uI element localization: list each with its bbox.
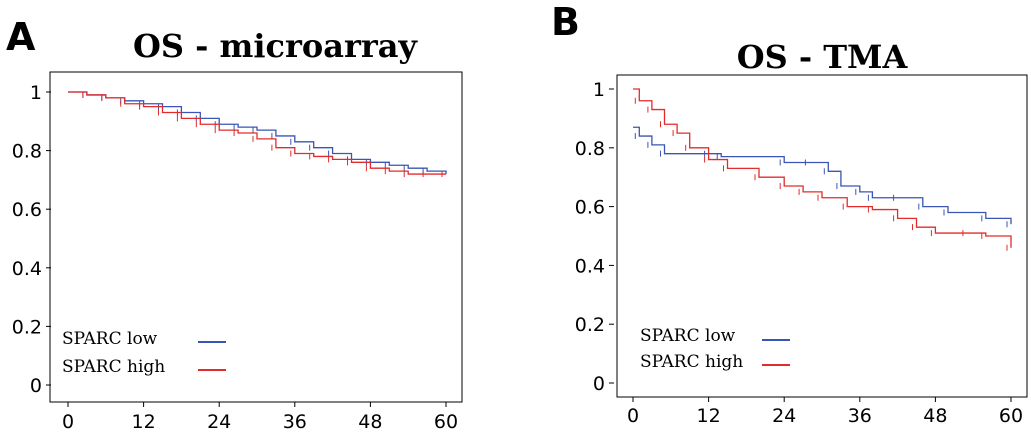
plot-area-b: 0 12 24 36 48 60 0 0.2 0.4 0.6 0.8 1 [575, 79, 1023, 427]
survival-curve-high-a [68, 91, 446, 175]
panel-a: A OS - microarray 0 12 24 36 48 6000.20.40.60… [6, 15, 463, 433]
y-tick-label-a: 0.6 [12, 199, 42, 221]
x-tick-label-a: 12 [132, 411, 156, 433]
chart-title-a: OS - microarray [133, 27, 418, 65]
legend-label-high-a: SPARC high [62, 357, 165, 377]
x-tick-label-b: 12 [697, 405, 721, 427]
panel-b: B OS - TMA 0 12 24 36 48 60 0 0.2 0.4 0.6 0.8 1 SPA… [551, 0, 1028, 427]
x-tick-label-a: 24 [207, 411, 231, 433]
chart-title-b: OS - TMA [737, 38, 909, 76]
y-tick-label-b: 0.6 [575, 197, 605, 219]
x-tick-label-b: 48 [923, 405, 947, 427]
legend-label-low-a: SPARC low [62, 329, 158, 349]
plot-area-a: 0 12 24 36 48 60 0 0.2 0.4 0.6 0.8 1 [12, 82, 458, 433]
panel-letter-a: A [6, 15, 36, 59]
legend-a: SPARC low SPARC high [62, 329, 226, 377]
x-tick-label-b: 60 [999, 405, 1023, 427]
y-tick-label-b: 0.4 [575, 255, 605, 277]
x-tick-label-a: 48 [358, 411, 382, 433]
legend-label-high-b: SPARC high [640, 352, 743, 372]
survival-curve-low-b [633, 126, 1012, 225]
plot-frame-b [616, 74, 1028, 398]
y-tick-label-a: 0 [30, 375, 42, 397]
y-tick-label-a: 1 [30, 82, 42, 104]
y-tick-label-b: 0 [593, 373, 605, 395]
y-tick-label-a: 0.2 [12, 316, 42, 338]
plot-frame-a [49, 71, 463, 403]
legend-b: SPARC low SPARC high [640, 326, 790, 372]
y-tick-label-b: 0.2 [575, 314, 605, 336]
y-tick-label-a: 0.4 [12, 258, 42, 280]
y-tick-label-b: 0.8 [575, 138, 605, 160]
survival-curve-low-a [68, 91, 447, 175]
panel-letter-b: B [551, 0, 580, 44]
x-tick-label-b: 0 [627, 405, 639, 427]
x-tick-label-b: 24 [772, 405, 796, 427]
x-tick-label-a: 60 [434, 411, 458, 433]
x-tick-label-b: 36 [848, 405, 872, 427]
survival-curve-high-b [633, 88, 1012, 248]
x-tick-label-a: 0 [62, 411, 74, 433]
y-tick-label-b: 1 [593, 79, 605, 101]
x-tick-label-a: 36 [283, 411, 307, 433]
legend-label-low-b: SPARC low [640, 326, 736, 346]
y-tick-label-a: 0.8 [12, 141, 42, 163]
